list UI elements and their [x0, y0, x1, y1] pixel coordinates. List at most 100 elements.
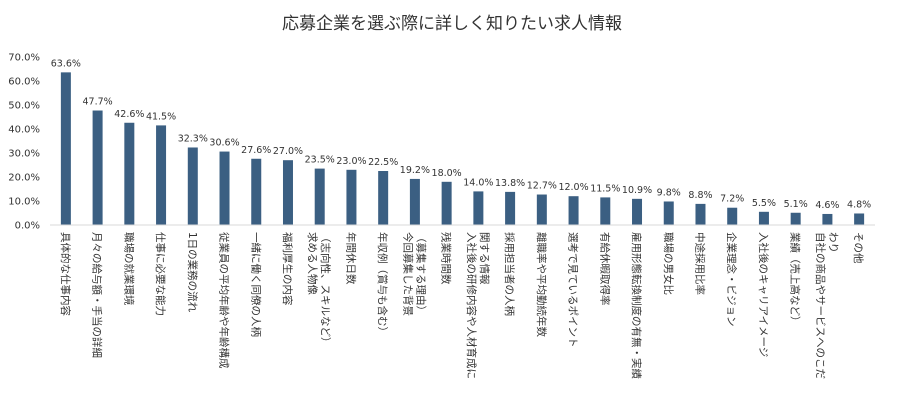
- category-label: 採用担当者の人柄: [503, 232, 516, 316]
- data-label: 5.1%: [784, 199, 808, 210]
- bar: [219, 151, 230, 225]
- bar: [378, 171, 389, 225]
- bar: [473, 191, 484, 225]
- data-label: 14.0%: [463, 177, 493, 188]
- bar: [156, 125, 167, 225]
- category-label: 月々の給与額・手当の詳細: [91, 232, 104, 358]
- category-label-line: 年収例（賞与も含む）: [376, 232, 389, 337]
- category-label: 求める人物像（志向性、スキルなど）: [306, 232, 332, 348]
- data-label: 41.5%: [146, 111, 176, 122]
- category-label-line: 1日の業務の流れ: [186, 232, 199, 313]
- data-label: 30.6%: [209, 138, 239, 149]
- bar: [441, 181, 452, 225]
- category-label-line: 具体的な仕事内容: [59, 232, 72, 316]
- category-label-line: （募集する理由）: [414, 232, 427, 316]
- y-axis: 0.0% 10.0% 20.0% 30.0% 40.0% 50.0% 60.0% 70.0%: [8, 53, 40, 232]
- category-label-line: 企業理念・ビジョン: [725, 232, 738, 327]
- y-tick-label: 10.0%: [8, 197, 40, 208]
- category-label: 年間休日数: [344, 232, 357, 285]
- category-label-line: 月々の給与額・手当の詳細: [91, 232, 104, 358]
- category-label: 離職率や平均勤続年数: [535, 232, 548, 337]
- category-label: 福利厚生の内容: [281, 232, 294, 306]
- bar: [282, 160, 293, 225]
- data-label: 27.6%: [241, 145, 271, 156]
- bar: [536, 194, 547, 225]
- x-axis-labels: 具体的な仕事内容 月々の給与額・手当の詳細 職場の就業環境 仕事に必要な能力 1日の業務…: [59, 232, 865, 379]
- category-label: 仕事に必要な能力: [154, 232, 167, 316]
- category-label-line: 中途採用比率: [693, 232, 706, 295]
- data-label: 23.5%: [305, 155, 335, 166]
- data-label: 63.6%: [51, 58, 81, 69]
- data-label: 8.8%: [688, 190, 712, 201]
- category-label-line: 入社後のキャリアイメージ: [757, 232, 770, 357]
- category-label-line: わり: [827, 232, 839, 253]
- data-label: 12.0%: [558, 182, 588, 193]
- data-label: 19.2%: [400, 165, 430, 176]
- category-label-line: 年間休日数: [344, 232, 357, 285]
- bar: [124, 122, 135, 225]
- bar: [695, 203, 706, 225]
- category-label: 有給休暇取得率: [598, 232, 611, 306]
- bar: [314, 168, 325, 225]
- data-label: 27.0%: [273, 146, 303, 157]
- bar: [727, 207, 738, 225]
- y-tick-label: 50.0%: [8, 101, 40, 112]
- category-label-line: 離職率や平均勤続年数: [535, 232, 548, 337]
- data-label: 7.2%: [720, 194, 744, 205]
- category-label-line: 採用担当者の人柄: [503, 232, 516, 316]
- category-label-line: 残業時間数: [440, 232, 453, 285]
- chart-title: 応募企業を選ぶ際に詳しく知りたい求人情報: [282, 14, 622, 34]
- data-label: 9.8%: [657, 187, 681, 198]
- data-label: 4.6%: [815, 200, 839, 211]
- category-label-line: 職場の男女比: [662, 232, 675, 295]
- category-label-line: その他: [852, 232, 865, 264]
- data-label: 23.0%: [336, 156, 366, 167]
- category-label-line: 従業員の平均年齢や年齢構成: [218, 232, 231, 369]
- y-tick-label: 40.0%: [8, 125, 40, 136]
- category-label: 従業員の平均年齢や年齢構成: [218, 232, 231, 369]
- category-label-line: （志向性、スキルなど）: [319, 232, 332, 348]
- category-label: 入社後のキャリアイメージ: [757, 232, 770, 357]
- data-label: 13.8%: [495, 178, 525, 189]
- category-label: 職場の男女比: [662, 232, 675, 295]
- category-label: 業績（売上高など）: [789, 232, 802, 327]
- data-labels: 63.6% 47.7%42.6% 41.5%32.3% 30.6%27.6% 27.0%…: [51, 58, 871, 211]
- category-label-line: 有給休暇取得率: [598, 232, 611, 306]
- category-label: 一緒に働く同僚の人柄: [249, 232, 262, 337]
- category-label: 年収例（賞与も含む）: [376, 232, 389, 337]
- category-label-line: 職場の就業環境: [122, 232, 135, 306]
- bar: [663, 201, 674, 225]
- category-label-line: 一緒に働く同僚の人柄: [249, 232, 262, 337]
- category-label-line: 仕事に必要な能力: [154, 232, 167, 316]
- data-label: 4.8%: [847, 199, 871, 210]
- category-label: 選考で見ているポイント: [567, 232, 580, 348]
- category-label-line: 自社の商品やサービスへのこだ: [814, 232, 827, 379]
- category-label-line: 求める人物像: [306, 232, 319, 295]
- data-label: 12.7%: [527, 181, 557, 192]
- bar: [187, 147, 198, 225]
- bar: [251, 158, 262, 225]
- bar: [600, 197, 611, 225]
- data-label: 32.3%: [178, 133, 208, 144]
- category-label-line: 福利厚生の内容: [281, 232, 294, 306]
- bar: [758, 211, 769, 225]
- category-label: 具体的な仕事内容: [59, 232, 72, 316]
- category-label: 雇用形態転換制度の有無・実績: [630, 232, 643, 379]
- bar: [822, 213, 833, 225]
- category-label: 企業理念・ビジョン: [725, 232, 738, 327]
- data-label: 18.0%: [432, 168, 462, 179]
- y-tick-label: 70.0%: [8, 53, 40, 64]
- category-label-line: 雇用形態転換制度の有無・実績: [630, 232, 643, 379]
- category-label: その他: [852, 232, 865, 264]
- data-label: 47.7%: [83, 97, 113, 108]
- category-label-line: 今回募集した背景: [401, 232, 414, 316]
- y-tick-label: 0.0%: [15, 221, 40, 232]
- category-label: 1日の業務の流れ: [186, 232, 199, 313]
- category-label-line: 関する情報: [478, 232, 491, 285]
- category-label: 残業時間数: [440, 232, 453, 285]
- y-tick-label: 30.0%: [8, 149, 40, 160]
- data-label: 22.5%: [368, 157, 398, 168]
- data-label: 10.9%: [622, 185, 652, 196]
